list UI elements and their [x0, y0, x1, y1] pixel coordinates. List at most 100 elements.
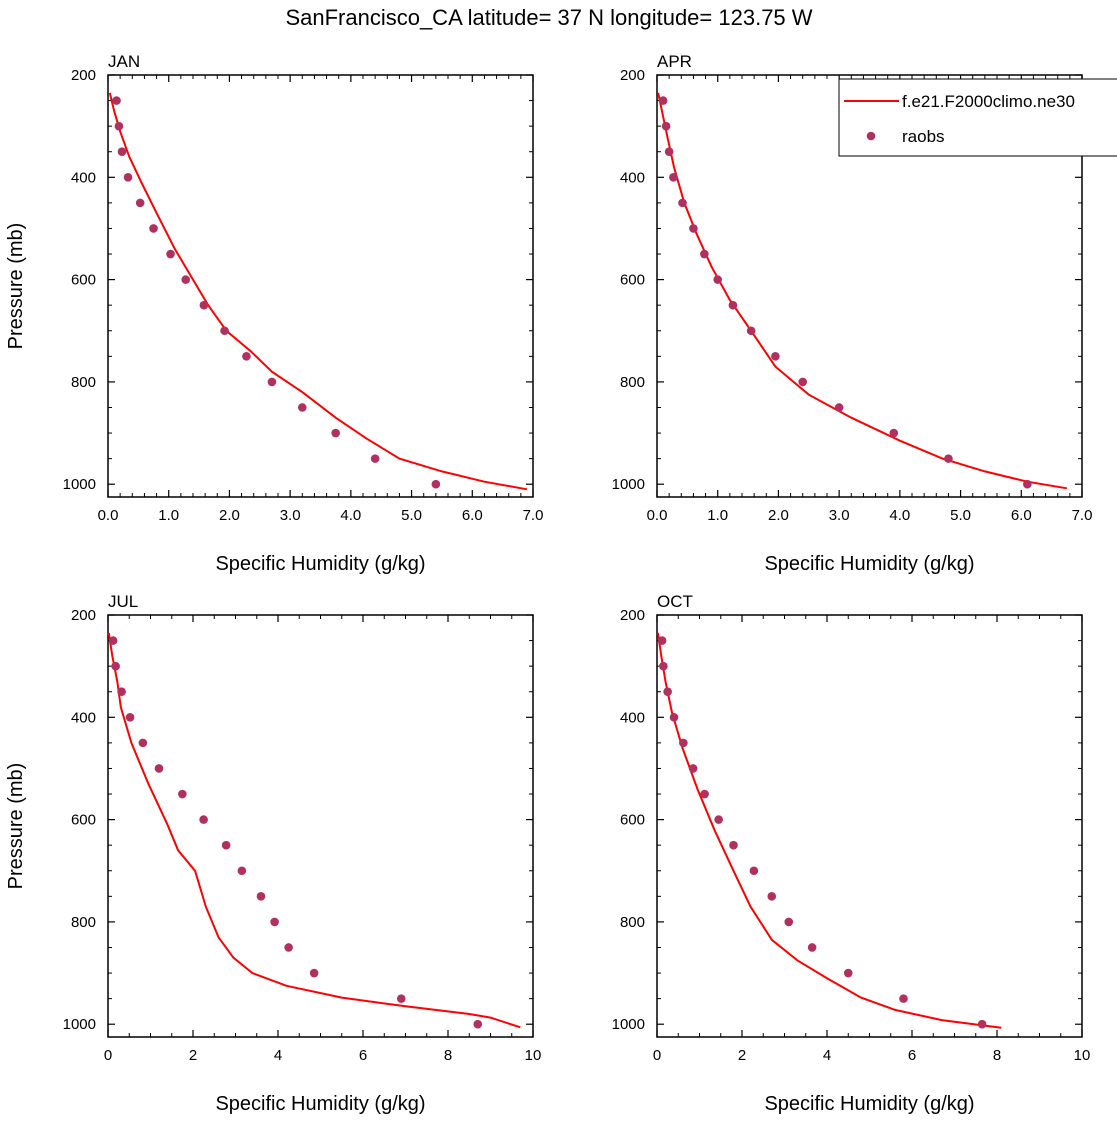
- raobs-point: [729, 840, 738, 850]
- x-tick-label: 7.0: [1072, 507, 1093, 524]
- raobs-point: [798, 377, 808, 387]
- plot-frame: [656, 614, 1083, 1038]
- raobs-point: [843, 968, 853, 978]
- panel-title: OCT: [657, 592, 693, 611]
- raobs-point: [309, 968, 319, 978]
- raobs-point: [154, 764, 164, 773]
- raobs-point: [331, 428, 340, 438]
- model-profile-line: [108, 92, 528, 491]
- legend-box: [838, 78, 1117, 157]
- x-tick-label: 2.0: [768, 507, 789, 524]
- x-tick-label: 3.0: [829, 507, 850, 524]
- raobs-point: [669, 713, 679, 722]
- panel-oct: OCT 0 2 4 6 8 10 200 400 600 800 1000 Specific Humid…: [612, 592, 1091, 1115]
- raobs-point: [713, 275, 723, 284]
- y-tick-label: 200: [71, 67, 96, 84]
- raobs-point: [746, 326, 756, 336]
- raobs-point: [728, 300, 738, 310]
- y-tick-label: 800: [71, 914, 96, 931]
- raobs-point: [199, 815, 208, 824]
- x-tick-label: 1.0: [707, 507, 728, 524]
- raobs-point: [714, 815, 723, 824]
- raobs-point: [396, 994, 406, 1003]
- x-axis-label: Specific Humidity (g/kg): [764, 553, 974, 575]
- raobs-point: [114, 121, 124, 131]
- raobs-point: [242, 352, 251, 361]
- y-tick-label: 1000: [612, 476, 645, 493]
- x-tick-label: 5.0: [401, 507, 422, 524]
- x-tick-label: 8: [993, 1047, 1001, 1064]
- x-tick-label: 2.0: [219, 507, 240, 524]
- raobs-point: [689, 224, 698, 233]
- x-axis-label: Specific Humidity (g/kg): [215, 1093, 425, 1115]
- x-axis-label: Specific Humidity (g/kg): [764, 1093, 974, 1115]
- panel-title: APR: [657, 52, 692, 71]
- y-tick-label: 800: [71, 374, 96, 391]
- raobs-point: [473, 1019, 483, 1029]
- x-tick-label: 0: [104, 1047, 112, 1064]
- raobs-point: [135, 198, 145, 208]
- raobs-point: [679, 738, 688, 748]
- raobs-point: [117, 147, 127, 157]
- raobs-point: [807, 943, 817, 952]
- x-tick-label: 4: [823, 1047, 831, 1064]
- plot-frame: [107, 74, 534, 498]
- x-tick-label: 6: [359, 1047, 367, 1064]
- raobs-point: [767, 892, 777, 901]
- raobs-point: [431, 479, 441, 489]
- raobs-point: [688, 764, 698, 773]
- y-axis-label: Pressure (mb): [5, 763, 27, 890]
- x-tick-label: 7.0: [523, 507, 544, 524]
- x-tick-label: 6.0: [1011, 507, 1032, 524]
- raobs-point: [664, 147, 674, 157]
- y-tick-label: 1000: [63, 476, 96, 493]
- raobs-point: [658, 96, 668, 105]
- raobs-point: [1023, 479, 1032, 489]
- y-tick-label: 200: [620, 607, 645, 624]
- x-tick-label: 6: [908, 1047, 916, 1064]
- raobs-point: [771, 352, 780, 361]
- raobs-point: [661, 121, 671, 131]
- y-tick-label: 400: [71, 709, 96, 726]
- y-tick-label: 1000: [612, 1016, 645, 1033]
- raobs-point: [284, 943, 293, 952]
- x-tick-label: 10: [1074, 1047, 1091, 1064]
- x-tick-label: 0.0: [98, 507, 119, 524]
- raobs-point: [221, 840, 231, 850]
- raobs-point: [149, 224, 158, 233]
- y-tick-label: 400: [620, 709, 645, 726]
- raobs-point: [270, 917, 279, 927]
- panel-jan: JAN 0.0 1.0 2.0 3.0 4.0 5.0 6.0 7.0 200 400 600 800 1…: [5, 52, 543, 575]
- y-tick-label: 600: [620, 272, 645, 289]
- x-tick-label: 4.0: [340, 507, 361, 524]
- raobs-point: [700, 789, 709, 799]
- plot-frame: [107, 614, 534, 1038]
- raobs-point: [166, 249, 175, 259]
- x-tick-label: 5.0: [950, 507, 971, 524]
- raobs-point: [663, 687, 672, 697]
- raobs-point: [749, 866, 759, 876]
- model-profile-line: [656, 632, 1002, 1029]
- y-tick-label: 800: [620, 914, 645, 931]
- y-tick-label: 400: [71, 169, 96, 186]
- panel-apr: APR 0.0 1.0 2.0 3.0 4.0 5.0 6.0 7.0 200 400 600 800 1…: [612, 52, 1093, 575]
- raobs-point: [977, 1019, 987, 1029]
- x-tick-label: 4.0: [889, 507, 910, 524]
- y-tick-label: 600: [71, 812, 96, 829]
- raobs-point: [108, 636, 118, 645]
- x-tick-label: 3.0: [280, 507, 301, 524]
- raobs-point: [657, 636, 667, 645]
- raobs-point: [117, 687, 126, 697]
- x-tick-label: 2: [738, 1047, 746, 1064]
- raobs-point: [784, 917, 794, 927]
- x-tick-label: 8: [444, 1047, 452, 1064]
- plot-frame: [656, 74, 1083, 498]
- x-tick-label: 0.0: [647, 507, 668, 524]
- raobs-point: [889, 428, 899, 438]
- raobs-point: [178, 789, 187, 799]
- raobs-point: [199, 300, 209, 310]
- panel-jul: JUL 0 2 4 6 8 10 200 400 600 800 1000 Specific Humid…: [5, 592, 541, 1115]
- y-tick-label: 400: [620, 169, 645, 186]
